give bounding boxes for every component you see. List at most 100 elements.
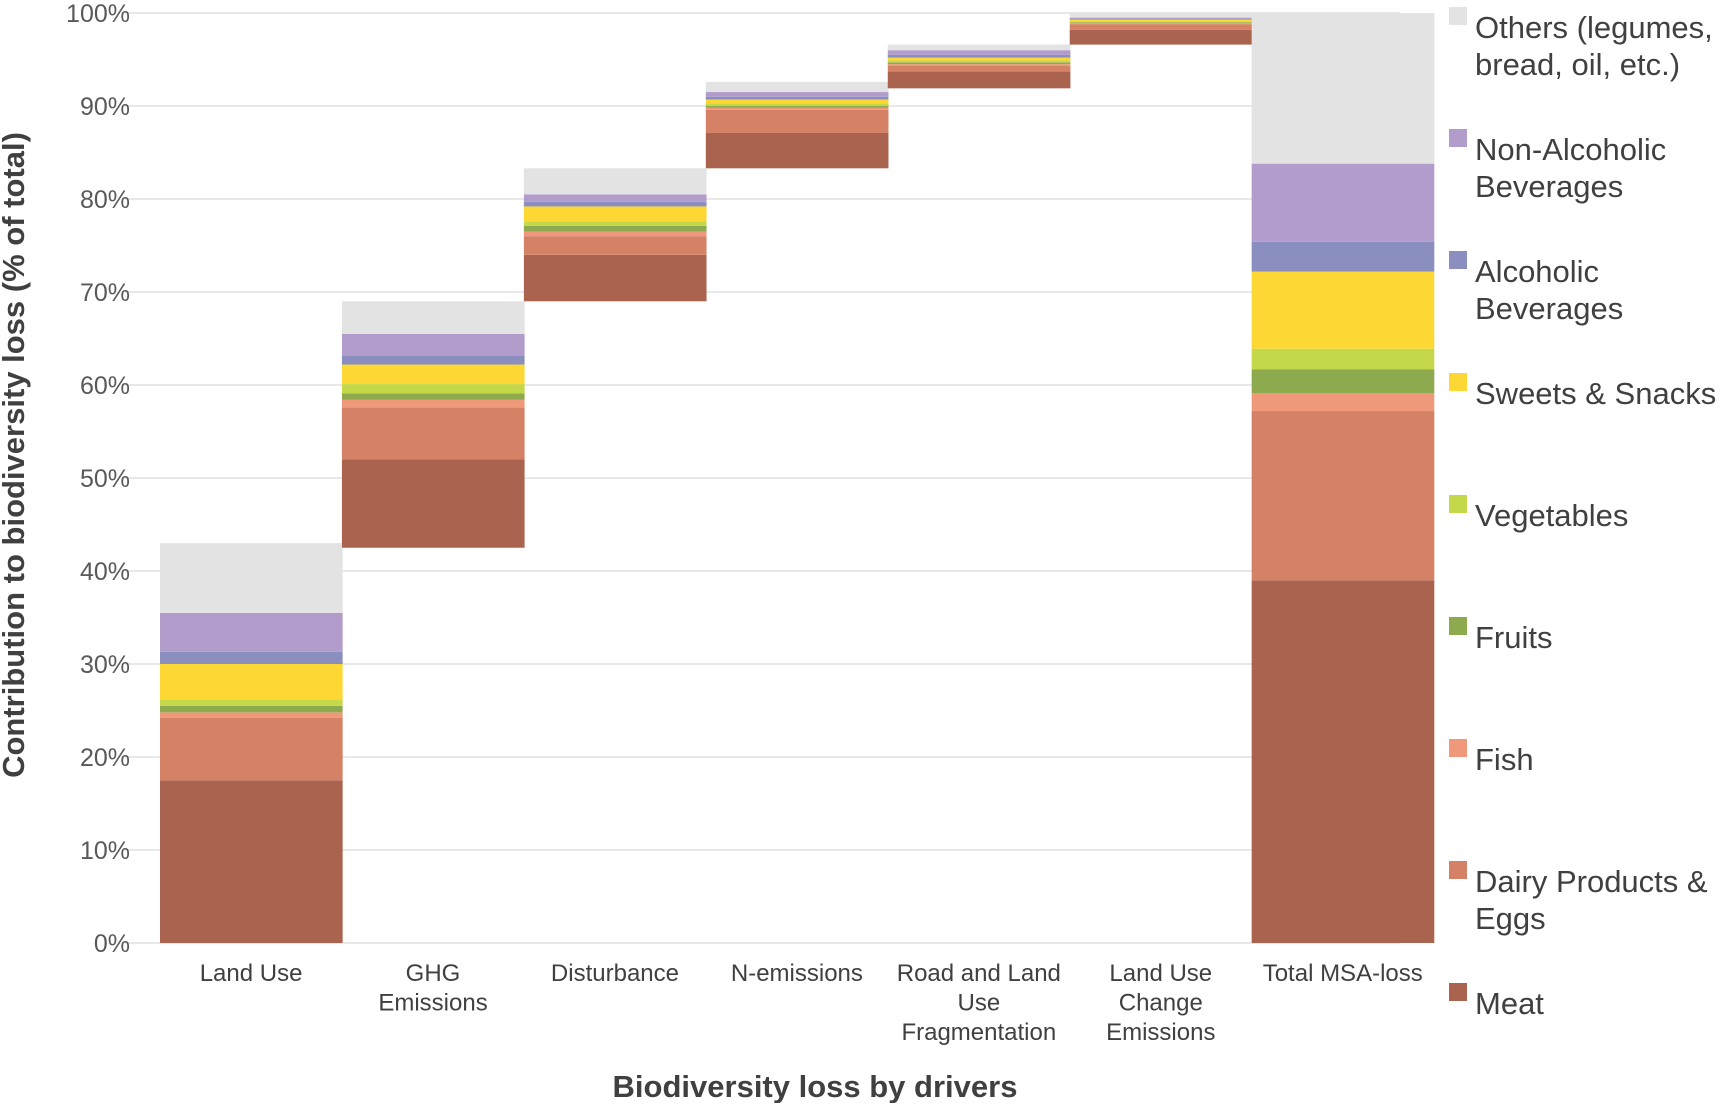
x-tick-label: Total MSA-loss [1263, 960, 1423, 987]
bar-segment [1251, 580, 1435, 943]
legend-item: Meat [1449, 983, 1544, 1021]
x-tick-label: N-emissions [731, 960, 863, 987]
x-tick-label: Emissions [1106, 1019, 1215, 1046]
x-tick-label: Land Use [200, 960, 303, 987]
bar-segment [887, 54, 1071, 58]
bar-group [160, 543, 343, 943]
legend-swatch [1449, 983, 1467, 1001]
bar-segment [705, 96, 889, 100]
bar-segment [523, 206, 707, 222]
y-tick-label: 0% [94, 930, 130, 958]
bar-segment [523, 194, 707, 202]
x-tick-label: Disturbance [551, 960, 679, 987]
x-tick-label: Road and Land [897, 960, 1061, 987]
legend-item: Fish [1449, 739, 1534, 777]
bar-segment [160, 651, 343, 664]
y-tick-label: 40% [80, 558, 130, 586]
bar-segment [887, 60, 1071, 63]
legend-item: Vegetables [1449, 495, 1628, 533]
bar-group [1069, 13, 1253, 45]
bar-segment [160, 664, 343, 700]
bar-segment [523, 221, 707, 226]
x-tick-label: Land Use [1109, 960, 1212, 987]
bar-segment [160, 699, 343, 706]
y-tick-label: 70% [80, 279, 130, 307]
bar-segment [1069, 18, 1253, 20]
bar-segment [1251, 163, 1435, 242]
legend-label: Fish [1475, 742, 1534, 777]
x-tick-label: Emissions [378, 990, 487, 1017]
bar-segment [1251, 369, 1435, 394]
legend-item: Others (legumes,bread, oil, etc.) [1449, 7, 1713, 82]
bar-segment [705, 92, 889, 97]
bar-segment [705, 103, 889, 106]
bar-segment [1069, 29, 1253, 45]
bar-segment [1069, 13, 1253, 18]
x-tick-label: GHG [406, 960, 461, 987]
y-tick-label: 30% [80, 651, 130, 679]
legend-swatch [1449, 373, 1467, 391]
legend-item: Sweets & Snacks [1449, 373, 1716, 411]
y-axis-ticks: 0% 10% 20% 30% 40% 50% 60% 70% 80% 90% 100% [66, 0, 130, 958]
bar-segment [523, 236, 707, 255]
bar-segment [341, 459, 525, 548]
bar-segment [523, 225, 707, 232]
legend-label: Eggs [1475, 901, 1546, 936]
bar-segment [705, 106, 889, 108]
bar-segment [705, 107, 889, 110]
bar-segment [887, 66, 1071, 72]
legend-label: Others (legumes, [1475, 10, 1713, 45]
bar-segment [341, 355, 525, 365]
legend-label: Sweets & Snacks [1475, 376, 1716, 411]
legend-label: Meat [1475, 986, 1544, 1021]
y-tick-label: 60% [80, 372, 130, 400]
x-axis-categories: Land Use GHG Emissions Disturbance N-emissio… [200, 960, 1423, 1046]
legend-label: Beverages [1475, 169, 1623, 204]
bar-segment [1069, 23, 1253, 25]
bar-segment [523, 231, 707, 237]
bar-segment [1069, 22, 1253, 24]
legend-swatch [1449, 617, 1467, 635]
bar-segment [1251, 393, 1435, 412]
bar-segment [887, 50, 1071, 55]
y-tick-label: 90% [80, 93, 130, 121]
bar-segment [705, 109, 889, 133]
bar-segment [160, 717, 343, 781]
bar-segment [1069, 24, 1253, 30]
bar-segment [1251, 13, 1435, 164]
legend-label: Vegetables [1475, 498, 1628, 533]
bar-group [1251, 13, 1435, 943]
bar-segment [341, 384, 525, 394]
legend-swatch [1449, 7, 1467, 25]
bar-segment [341, 399, 525, 408]
legend-label: Dairy Products & [1475, 864, 1708, 899]
legend-swatch [1449, 739, 1467, 757]
bar-segment [1251, 411, 1435, 581]
y-tick-label: 100% [66, 0, 130, 28]
bar-segment [887, 62, 1071, 65]
bar-segment [887, 64, 1071, 67]
bar-segment [705, 132, 889, 169]
legend-label: Beverages [1475, 291, 1623, 326]
legend-swatch [1449, 251, 1467, 269]
bar-segment [1069, 19, 1253, 22]
bar-segment [341, 407, 525, 460]
bar-segment [887, 57, 1071, 61]
bar-group [523, 168, 707, 302]
bar-segment [341, 364, 525, 385]
y-axis-title: Contribution to biodiversity loss (% of … [0, 132, 31, 778]
bar-segment [160, 705, 343, 713]
bar-segment [1251, 348, 1435, 370]
x-tick-label: Fragmentation [901, 1019, 1056, 1046]
bar-segment [523, 168, 707, 195]
bar-segment [523, 254, 707, 302]
legend-label: Non-Alcoholic [1475, 132, 1666, 167]
legend-label: bread, oil, etc.) [1475, 47, 1680, 82]
bar-segment [160, 780, 343, 943]
legend-item: Dairy Products &Eggs [1449, 861, 1708, 936]
bar-segment [1251, 271, 1435, 349]
legend: Others (legumes,bread, oil, etc.) Non-Alc… [1449, 7, 1716, 1021]
bar-segment [160, 712, 343, 718]
